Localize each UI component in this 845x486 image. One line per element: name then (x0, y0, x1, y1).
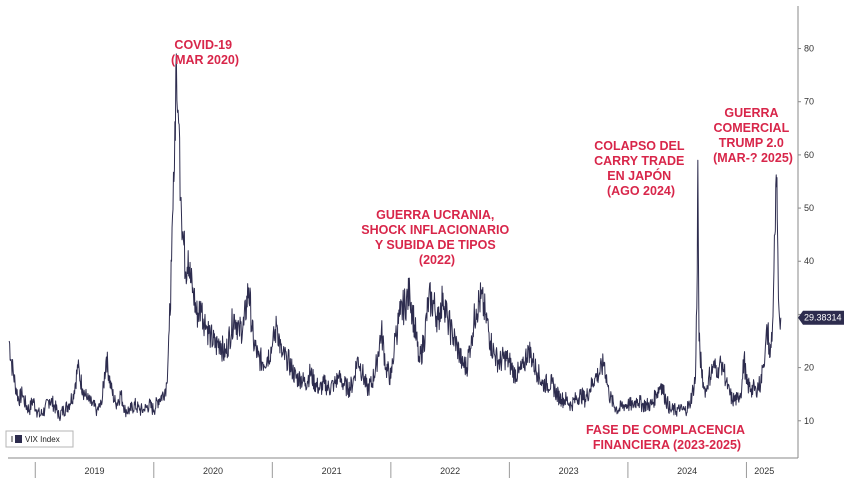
y-tick-label: 70 (804, 97, 814, 107)
y-tick-label: 10 (804, 416, 814, 426)
x-axis-ticks: 2019 2020 2021 2022 2023 2024 2025 (34, 462, 774, 478)
last-value-label: 29.38314 (804, 313, 842, 323)
plot-frame (8, 6, 799, 459)
y-tick-label: 40 (804, 256, 814, 266)
vix-series-line (8, 53, 782, 422)
x-year-label: 2025 (754, 466, 774, 476)
legend: VIX Index (5, 430, 74, 448)
last-value-tag: 29.38314 (798, 310, 844, 325)
x-year-label: 2020 (203, 466, 223, 476)
y-tick-label: 80 (804, 44, 814, 54)
annotation-trade-war: GUERRA COMERCIAL TRUMP 2.0 (MAR-? 2025) (713, 106, 793, 165)
x-year-label: 2019 (85, 466, 105, 476)
y-tick-label: 20 (804, 363, 814, 373)
x-year-label: 2022 (440, 466, 460, 476)
annotation-complacency: FASE DE COMPLACENCIA FINANCIERA (2023-20… (586, 423, 748, 452)
legend-label: VIX Index (25, 435, 60, 444)
y-axis-ticks: 1020304050607080 (798, 44, 814, 426)
y-tick-label: 50 (804, 203, 814, 213)
legend-handle-icon (11, 436, 13, 442)
annotation-carry-trade: COLAPSO DEL CARRY TRADE EN JAPÓN (AGO 20… (594, 139, 688, 198)
x-year-label: 2024 (677, 466, 697, 476)
annotations: COVID-19 (MAR 2020) GUERRA UCRANIA, SHOC… (171, 38, 793, 452)
annotation-ukraine: GUERRA UCRANIA, SHOCK INFLACIONARIO Y SU… (361, 208, 512, 267)
x-year-label: 2021 (322, 466, 342, 476)
legend-swatch (15, 435, 22, 443)
last-value-badge (798, 310, 844, 325)
annotation-covid: COVID-19 (MAR 2020) (171, 38, 239, 67)
legend-box (5, 430, 74, 448)
y-tick-label: 60 (804, 150, 814, 160)
x-year-label: 2023 (559, 466, 579, 476)
